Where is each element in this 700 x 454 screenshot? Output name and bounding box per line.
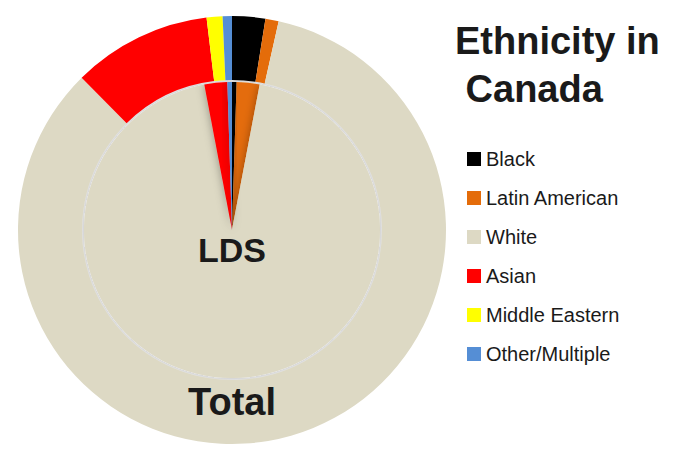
svg-text:Middle Eastern: Middle Eastern	[486, 304, 619, 326]
svg-text:Latin American: Latin American	[486, 187, 618, 209]
svg-text:White: White	[486, 226, 537, 248]
svg-text:LDS: LDS	[198, 231, 266, 269]
svg-text:Asian: Asian	[486, 265, 536, 287]
svg-text:Other/Multiple: Other/Multiple	[486, 343, 611, 365]
svg-text:Ethnicity in: Ethnicity in	[455, 20, 660, 62]
svg-text:Total: Total	[188, 381, 276, 423]
svg-text:Canada: Canada	[455, 68, 604, 110]
svg-text:Black: Black	[486, 148, 536, 170]
